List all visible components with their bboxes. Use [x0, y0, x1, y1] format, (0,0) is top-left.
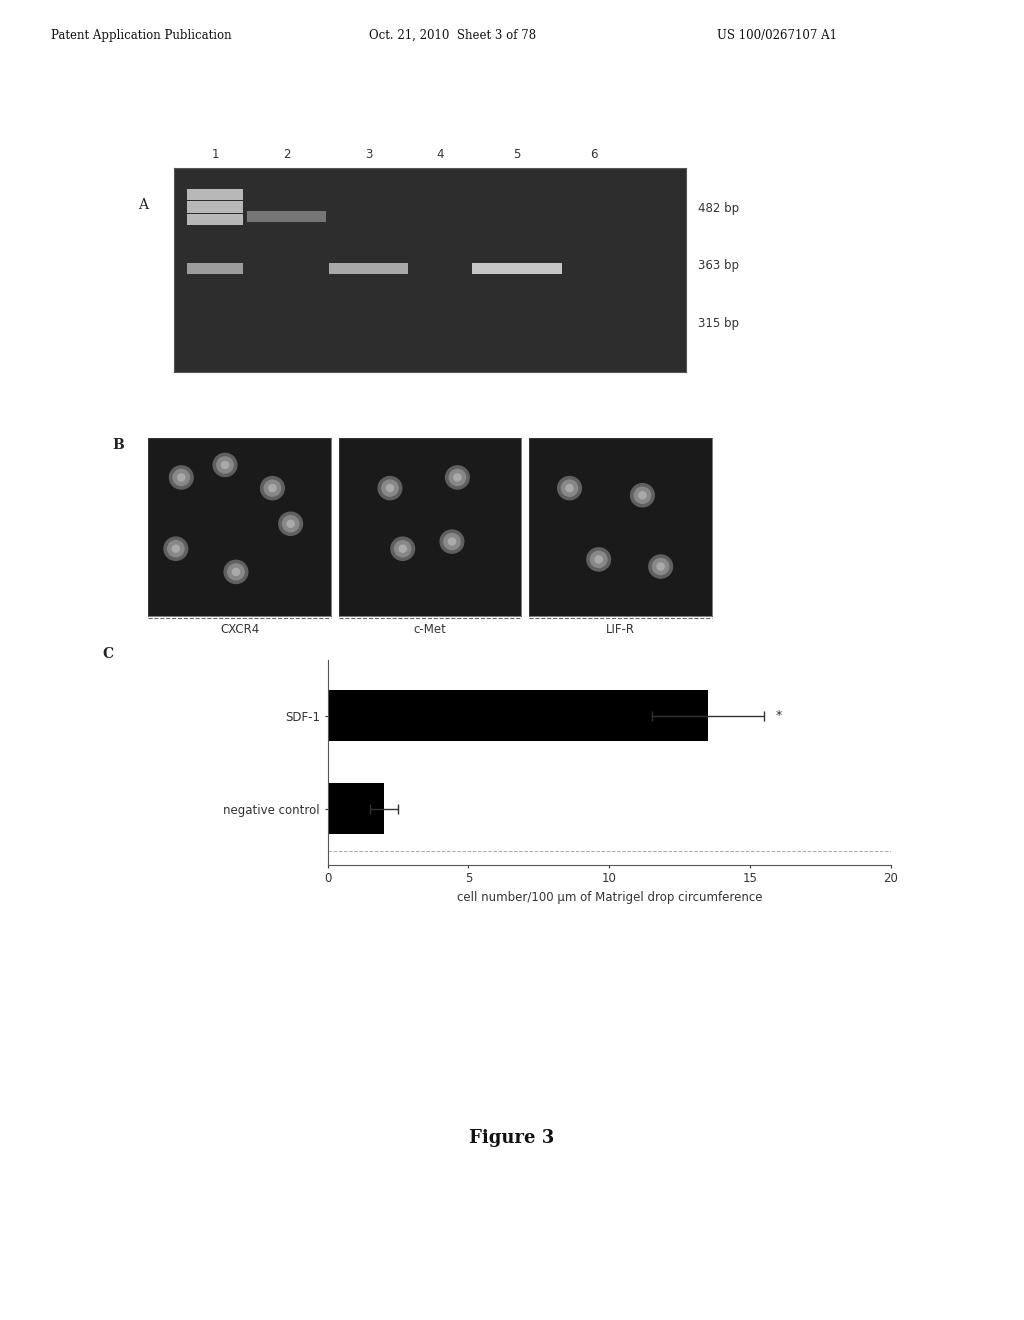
Circle shape: [440, 531, 464, 553]
Circle shape: [449, 539, 456, 545]
Circle shape: [391, 537, 415, 560]
Circle shape: [657, 562, 665, 570]
Circle shape: [566, 484, 573, 491]
Text: B: B: [113, 438, 124, 453]
X-axis label: cell number/100 μm of Matrigel drop circumference: cell number/100 μm of Matrigel drop circ…: [457, 891, 762, 904]
Bar: [330, 263, 408, 275]
Circle shape: [558, 477, 582, 500]
Text: 482 bp: 482 bp: [698, 202, 739, 215]
Text: 3: 3: [365, 148, 373, 161]
Circle shape: [454, 474, 461, 480]
Bar: [328, 690, 708, 742]
Text: 363 bp: 363 bp: [698, 259, 739, 272]
Circle shape: [386, 484, 393, 491]
Circle shape: [232, 569, 240, 576]
Circle shape: [595, 556, 602, 562]
Text: 2: 2: [283, 148, 291, 161]
Text: 6: 6: [590, 148, 598, 161]
Circle shape: [213, 453, 237, 477]
Circle shape: [264, 480, 281, 496]
Circle shape: [279, 512, 302, 536]
Circle shape: [169, 466, 194, 488]
Circle shape: [227, 564, 244, 579]
Circle shape: [173, 470, 189, 486]
Circle shape: [394, 541, 411, 557]
Circle shape: [164, 537, 187, 560]
Circle shape: [450, 470, 466, 486]
Circle shape: [168, 541, 184, 557]
Circle shape: [561, 480, 578, 496]
Text: CXCR4: CXCR4: [220, 623, 259, 636]
Text: Patent Application Publication: Patent Application Publication: [51, 29, 231, 42]
Circle shape: [260, 477, 285, 500]
Text: 315 bp: 315 bp: [698, 317, 739, 330]
Text: 4: 4: [436, 148, 444, 161]
Bar: [187, 189, 244, 201]
Circle shape: [287, 520, 294, 527]
Circle shape: [652, 558, 669, 574]
Bar: [187, 214, 244, 224]
Bar: [328, 783, 384, 834]
Circle shape: [587, 548, 610, 572]
Circle shape: [378, 477, 401, 500]
Circle shape: [443, 533, 460, 549]
Bar: [187, 202, 244, 213]
Circle shape: [268, 484, 276, 491]
Text: Oct. 21, 2010  Sheet 3 of 78: Oct. 21, 2010 Sheet 3 of 78: [369, 29, 536, 42]
Circle shape: [399, 545, 407, 552]
Circle shape: [445, 466, 469, 488]
Circle shape: [591, 552, 607, 568]
Text: c-Met: c-Met: [414, 623, 446, 636]
Circle shape: [224, 560, 248, 583]
Bar: [472, 263, 562, 275]
Circle shape: [639, 491, 646, 499]
Text: *: *: [775, 709, 781, 722]
Circle shape: [649, 554, 673, 578]
Circle shape: [221, 462, 228, 469]
Circle shape: [631, 483, 654, 507]
Circle shape: [283, 516, 299, 532]
Text: LIF-R: LIF-R: [606, 623, 635, 636]
Text: 5: 5: [513, 148, 521, 161]
Text: Figure 3: Figure 3: [469, 1129, 555, 1147]
Circle shape: [177, 474, 185, 480]
Circle shape: [217, 457, 233, 473]
Text: 1: 1: [211, 148, 219, 161]
Circle shape: [172, 545, 179, 552]
Text: US 100/0267107 A1: US 100/0267107 A1: [717, 29, 837, 42]
Text: C: C: [102, 647, 114, 661]
Text: A: A: [138, 198, 148, 213]
Circle shape: [382, 480, 398, 496]
Bar: [248, 211, 326, 222]
Circle shape: [634, 487, 650, 503]
Bar: [187, 263, 244, 275]
